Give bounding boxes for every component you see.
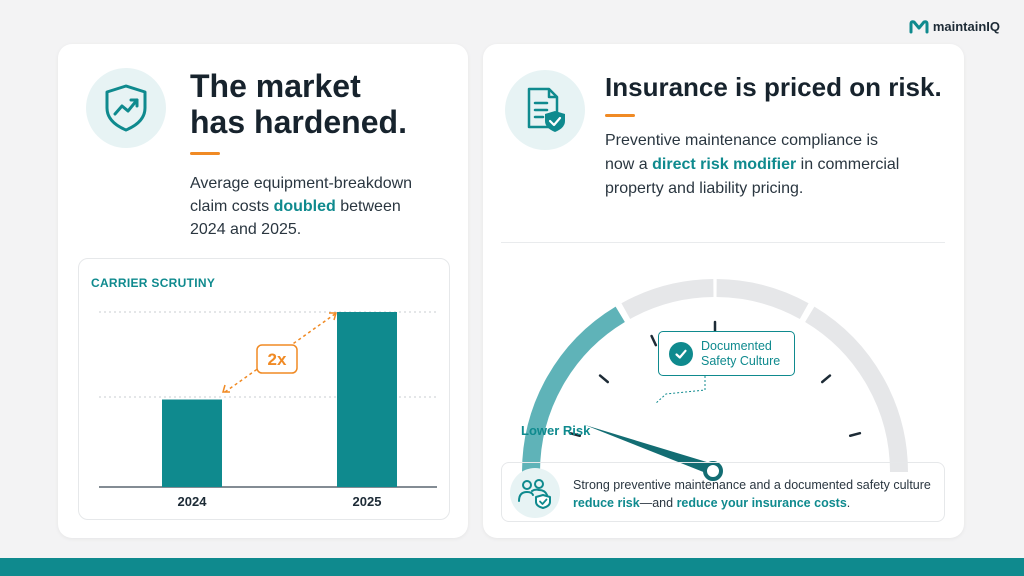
- shield-trend-icon: [86, 68, 166, 148]
- summary-highlight-2: reduce your insurance costs: [676, 496, 847, 510]
- insurance-card: Insurance is priced on risk. Preventive …: [483, 44, 964, 538]
- check-icon: [669, 341, 693, 366]
- tick-label-2025: 2025: [353, 494, 382, 509]
- market-body-text-end: between 2024 and 2025.: [190, 198, 401, 238]
- insurance-body-text: Preventive maintenance compliance is now…: [605, 132, 879, 173]
- market-body-highlight: doubled: [273, 198, 336, 215]
- accent-line: [605, 114, 635, 117]
- divider: [501, 242, 945, 243]
- gauge-segment-2: [621, 279, 714, 320]
- carrier-scrutiny-chart: CARRIER SCRUTINY 2x 2024 2025: [78, 258, 450, 520]
- badge-label-line-1: Documented: [701, 338, 772, 353]
- brand: maintainIQ: [909, 19, 1000, 34]
- chart-title: CARRIER SCRUTINY: [91, 276, 216, 290]
- insurance-body-text-end: in commercial property and liability pri…: [605, 156, 900, 197]
- risk-gauge: [522, 279, 908, 481]
- lower-risk-label: Lower Risk: [521, 423, 591, 438]
- summary-text-3: .: [846, 496, 851, 510]
- market-headline-line-1: The market: [190, 68, 361, 104]
- multiplier-badge: [256, 344, 298, 374]
- brand-name: maintainIQ: [932, 19, 1000, 34]
- insurance-body: Preventive maintenance compliance is now…: [605, 129, 905, 201]
- multiplier-label: 2x: [268, 350, 287, 369]
- market-body-text: Average equipment-breakdown claim costs: [190, 175, 413, 215]
- accent-line: [190, 152, 220, 155]
- multiplier-arrow-tail: [222, 384, 230, 393]
- documented-safety-culture-badge: Documented Safety Culture: [658, 331, 795, 376]
- market-headline: The market has hardened.: [190, 68, 450, 140]
- tick-label-2024: 2024: [178, 494, 208, 509]
- summary-highlight-1: reduce risk: [573, 496, 640, 510]
- summary-text-1: Strong preventive maintenance and a docu…: [573, 478, 931, 492]
- market-card: The market has hardened. Average equipme…: [58, 44, 468, 538]
- gauge-tick-2: [598, 374, 610, 384]
- badge-label-line-2: Safety Culture: [701, 353, 781, 368]
- gauge-needle: [585, 425, 716, 477]
- gauge-segment-1: [522, 306, 625, 473]
- gauge-tick-6: [820, 374, 832, 384]
- market-body: Average equipment-breakdown claim costs …: [190, 172, 440, 241]
- gauge-segment-4: [805, 306, 908, 473]
- bar-chart: 2x 2024 2025: [99, 311, 437, 509]
- summary-text: Strong preventive maintenance and a docu…: [573, 476, 933, 512]
- summary-box: Strong preventive maintenance and a docu…: [501, 462, 945, 522]
- insurance-body-highlight: direct risk modifier: [652, 156, 797, 173]
- market-headline-line-2: has hardened.: [190, 104, 407, 140]
- insurance-headline: Insurance is priced on risk.: [605, 72, 942, 102]
- gauge-tick-3: [650, 334, 658, 347]
- gauge-segment-3: [716, 279, 809, 320]
- brand-logo-icon: [909, 19, 929, 33]
- bottom-bar: [0, 558, 1024, 576]
- bar-2025: [337, 312, 397, 487]
- multiplier-arrow-head: [329, 312, 337, 321]
- gauge-needle-hub: [703, 461, 723, 481]
- badge-label: Documented Safety Culture: [701, 339, 780, 369]
- summary-text-2: —and: [639, 496, 677, 510]
- badge-leader-line: [654, 376, 706, 405]
- bar-2024: [162, 399, 222, 487]
- people-shield-icon: [510, 468, 560, 518]
- gauge-tick-1: [568, 431, 582, 438]
- document-shield-icon: [505, 70, 585, 150]
- gauge-tick-7: [848, 431, 862, 438]
